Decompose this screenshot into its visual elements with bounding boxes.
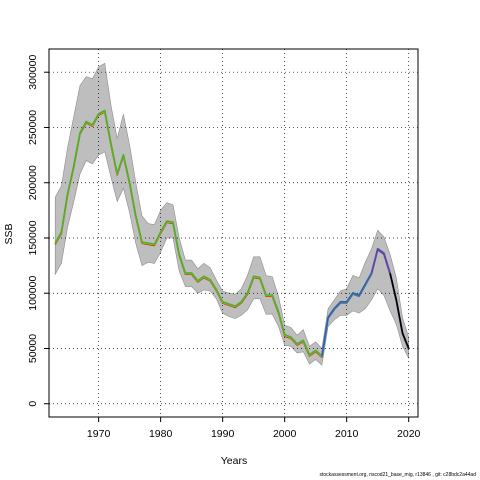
- y-axis-title: SSB: [3, 223, 15, 244]
- axes: 1970 1980 1990 2000 2010 2020 0 50000 100000 1500…: [27, 55, 421, 440]
- x-tick-label: 1970: [87, 428, 111, 440]
- x-tick-label: 1990: [211, 428, 235, 440]
- series-lines: [54, 109, 410, 358]
- y-tick-label: 150000: [27, 220, 39, 255]
- y-tick-label: 50000: [27, 334, 39, 363]
- x-axis-title: Years: [221, 455, 247, 467]
- y-tick-label: 0: [27, 401, 39, 407]
- y-tick-label: 200000: [27, 165, 39, 200]
- footer-note: stockassessment.org, nscod21_base_mig, r…: [319, 472, 477, 478]
- plot-frame: [48, 48, 419, 418]
- y-tick-label: 300000: [27, 55, 39, 90]
- x-tick-label: 2010: [335, 428, 359, 440]
- x-tick-label: 2020: [397, 428, 421, 440]
- confidence-band-area: [54, 62, 409, 366]
- confidence-band: [54, 62, 409, 366]
- y-tick-label: 100000: [27, 276, 39, 311]
- x-tick-label: 2000: [273, 428, 297, 440]
- series-line-8: [389, 273, 410, 349]
- y-tick-label: 250000: [27, 110, 39, 145]
- x-tick-label: 1980: [149, 428, 173, 440]
